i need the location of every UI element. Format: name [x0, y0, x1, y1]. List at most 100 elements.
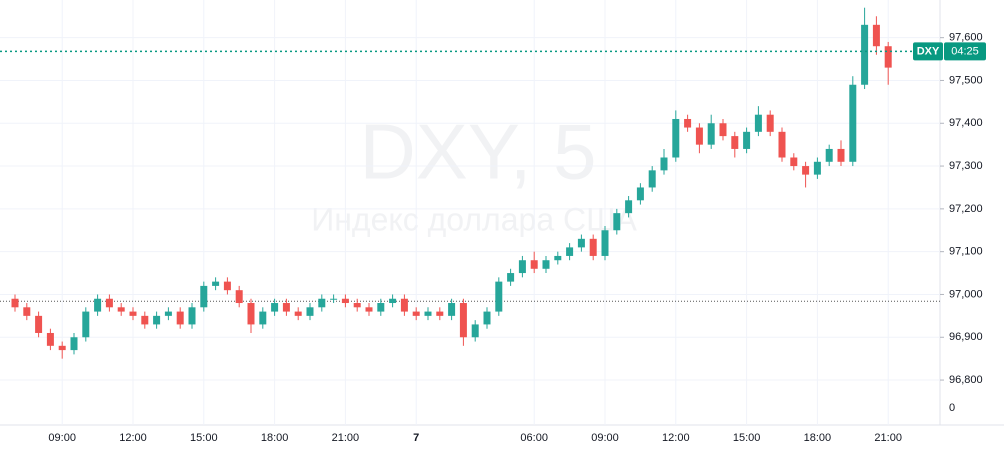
x-tick-label: 21:00 [874, 432, 902, 444]
x-tick-label: 09:00 [48, 432, 76, 444]
candle-body [94, 298, 102, 312]
candle-body [82, 311, 90, 338]
y-tick-label: 97,200 [949, 203, 983, 215]
candle-body [436, 311, 444, 316]
price-label-box [944, 42, 986, 61]
candle-body [318, 298, 326, 308]
candle-body [141, 315, 149, 325]
x-tick-label: 18:00 [261, 432, 289, 444]
candle-body [377, 303, 385, 312]
candle-body [223, 281, 231, 291]
candle-body [542, 260, 550, 269]
candle-body [271, 303, 279, 312]
candle-body [200, 285, 208, 308]
candle-body [861, 24, 869, 85]
candle-body [625, 200, 633, 214]
candle-body [129, 311, 137, 316]
candle-body [731, 136, 739, 149]
candle-body [306, 307, 314, 316]
candle-body [153, 315, 161, 325]
candle-body [448, 303, 456, 316]
candle-body [518, 260, 526, 274]
price-symbol: DXY [917, 45, 940, 57]
candle-body [400, 298, 408, 312]
candle-body [212, 281, 220, 286]
x-tick-label: 06:00 [520, 432, 548, 444]
candle-body [117, 307, 125, 312]
candle-body [483, 311, 491, 325]
volume-tick-label: 0 [949, 402, 955, 414]
candle-body [825, 148, 833, 162]
candle-body [743, 131, 751, 149]
candle-body [601, 230, 609, 256]
candle-body [554, 255, 562, 261]
price-countdown: 04:25 [951, 45, 979, 57]
candle-body [46, 332, 54, 346]
candle-body [566, 247, 574, 256]
candle-body [849, 84, 857, 162]
x-tick-label: 12:00 [662, 432, 690, 444]
candle-body [23, 307, 31, 316]
candle-body [778, 131, 786, 158]
candle-body [11, 298, 19, 308]
x-tick-label: 15:00 [733, 432, 761, 444]
candle-body [719, 123, 727, 137]
price-label-box [913, 42, 943, 61]
candle-body [424, 311, 432, 316]
candle-body [330, 298, 338, 300]
y-tick-label: 97,400 [949, 117, 983, 129]
candle-body [530, 260, 538, 269]
candle-body [872, 24, 880, 47]
y-tick-label: 96,900 [949, 331, 983, 343]
candle-body [176, 311, 184, 325]
candle-body [766, 114, 774, 132]
x-tick-label: 21:00 [332, 432, 360, 444]
candle-body [282, 303, 290, 312]
candle-body [802, 166, 810, 175]
candle-body [365, 307, 373, 312]
y-tick-label: 97,000 [949, 288, 983, 300]
y-tick-label: 96,800 [949, 374, 983, 386]
candle-body [813, 161, 821, 175]
candle-body [353, 303, 361, 308]
candle-body [259, 311, 267, 325]
candle-body [754, 114, 762, 132]
y-tick-label: 97,500 [949, 74, 983, 86]
candle-body [164, 311, 172, 316]
candle-body [507, 273, 515, 282]
candle-body [495, 281, 503, 312]
candle-body [707, 123, 715, 145]
candle-body [341, 298, 349, 304]
x-tick-label: 18:00 [804, 432, 832, 444]
y-tick-label: 97,600 [949, 32, 983, 44]
candle-body [695, 127, 703, 145]
candle-body [672, 118, 680, 158]
candle-body [837, 148, 845, 162]
candle-body [389, 298, 397, 304]
candle-body [884, 46, 892, 68]
x-tick-label: 12:00 [119, 432, 147, 444]
candle-body [589, 238, 597, 256]
x-tick-label: 15:00 [190, 432, 218, 444]
candle-body [613, 213, 621, 231]
candle-body [636, 187, 644, 201]
candle-body [471, 324, 479, 338]
x-tick-label: 09:00 [591, 432, 619, 444]
y-tick-label: 97,300 [949, 160, 983, 172]
candle-body [294, 311, 302, 316]
candle-body [70, 337, 78, 351]
candle-body [188, 307, 196, 325]
candle-body [660, 157, 668, 171]
y-tick-label: 97,100 [949, 246, 983, 258]
candle-body [35, 315, 43, 333]
candle-body [790, 157, 798, 167]
candle-body [459, 303, 467, 338]
candle-body [684, 118, 692, 128]
watermark-symbol: DXY, 5 [359, 108, 596, 196]
candle-body [58, 345, 66, 351]
x-tick-label: 7 [413, 432, 419, 444]
candle-body [648, 170, 656, 188]
candle-body [577, 238, 585, 248]
